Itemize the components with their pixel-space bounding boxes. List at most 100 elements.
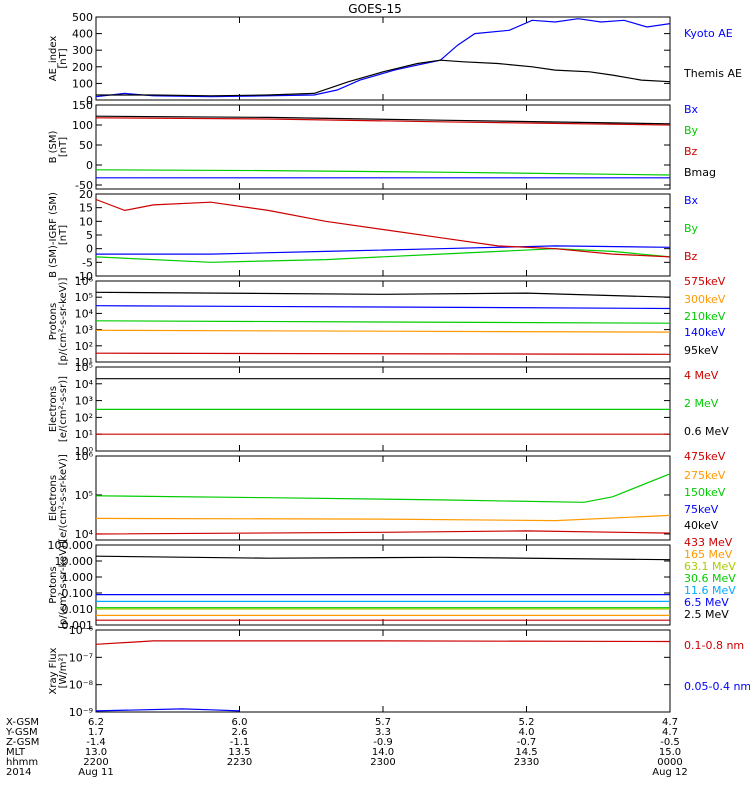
y-tick-label: 10¹	[75, 428, 93, 441]
ephemeris-row-label: hhmm	[6, 757, 38, 768]
series-line-575kev	[95, 352, 671, 355]
ephemeris-value: 6.2	[88, 717, 104, 728]
series-line-bz	[95, 117, 671, 126]
y-tick-label: 400	[72, 28, 93, 41]
legend-label: 40keV	[684, 519, 719, 532]
series-line-275kev	[95, 514, 671, 522]
series-line-210kev	[95, 320, 671, 324]
y-axis-label: Xray Flux	[48, 647, 59, 694]
y-tick-label: 200	[72, 61, 93, 74]
ephemeris-row-label: 2014	[6, 767, 31, 778]
y-tick-label: 1.000	[62, 571, 94, 584]
ephemeris-value: 2230	[227, 757, 252, 768]
chart-title: GOES-15	[348, 2, 402, 16]
y-tick-label: 10⁵	[75, 361, 93, 374]
y-axis-label: [e/(cm²-s-sr)]	[58, 376, 69, 442]
y-tick-label: 50	[79, 139, 93, 152]
legend-label: 75keV	[684, 503, 719, 516]
y-tick-label: 10³	[75, 395, 93, 408]
legend-label: 95keV	[684, 344, 719, 357]
ephemeris-value: -1.4	[86, 737, 106, 748]
y-axis-label: B (SM)	[48, 130, 59, 163]
y-tick-label: 5	[86, 229, 93, 242]
ephemeris-value: 3.3	[375, 727, 391, 738]
legend-label: Bz	[684, 145, 698, 158]
y-axis-label: B (SM)-IGRF (SM)	[48, 192, 59, 278]
series-line-0-05-0-4-nm	[95, 708, 240, 712]
series-line-140kev	[95, 305, 671, 310]
panel-frame-8	[95, 629, 671, 713]
panel-frame-6	[95, 455, 671, 541]
y-tick-label: -10	[75, 270, 93, 283]
ephemeris-value: -1.1	[230, 737, 250, 748]
y-tick-label: 10¹	[75, 356, 93, 369]
y-axis-label: AE_index	[48, 36, 59, 82]
legend-label: By	[684, 222, 699, 235]
legend-label: 30.6 MeV	[684, 572, 736, 585]
legend-label: 140keV	[684, 326, 726, 339]
y-tick-label: 15	[79, 202, 93, 215]
ephemeris-value: 4.7	[662, 717, 678, 728]
ephemeris-value: 14.0	[372, 747, 394, 758]
legend-label: 63.1 MeV	[684, 560, 736, 573]
y-axis-label: Protons	[48, 303, 59, 340]
y-tick-label: 0.001	[62, 619, 94, 632]
ephemeris-value: 14.5	[515, 747, 537, 758]
y-tick-label: 0.010	[62, 603, 94, 616]
y-tick-label: 0	[86, 243, 93, 256]
panel-frame-3	[95, 193, 671, 277]
ephemeris-value: 4.0	[519, 727, 535, 738]
series-line-95kev	[95, 291, 671, 298]
legend-label: 4 MeV	[684, 369, 719, 382]
y-axis-label: [p/(cm²-s-sr-keV)]	[58, 541, 69, 629]
ephemeris-value: 5.2	[519, 717, 535, 728]
ephemeris-row-label: Y-GSM	[5, 727, 38, 738]
y-tick-label: 10⁵	[75, 291, 93, 304]
y-tick-label: 10⁻⁶	[69, 624, 94, 637]
ephemeris-value: 1.7	[88, 727, 104, 738]
ephemeris-value: 2300	[370, 757, 395, 768]
series-line-300kev	[95, 329, 671, 333]
legend-label: Kyoto AE	[684, 27, 733, 40]
y-tick-label: 10.000	[55, 555, 94, 568]
ephemeris-value: -0.7	[517, 737, 537, 748]
y-axis-label: Electrons	[48, 475, 59, 521]
ephemeris-value: 2330	[514, 757, 539, 768]
y-axis-label: Protons	[48, 566, 59, 603]
y-axis-label: [e/(cm²-s-sr-keV)]	[58, 454, 69, 542]
legend-label: Bmag	[684, 166, 716, 179]
legend-label: 575keV	[684, 275, 726, 288]
y-tick-label: 10³	[75, 324, 93, 337]
legend-label: 0.6 MeV	[684, 425, 729, 438]
ephemeris-value: -0.9	[373, 737, 393, 748]
y-tick-label: 0	[86, 94, 93, 107]
y-tick-label: 10⁴	[75, 307, 94, 320]
y-tick-label: 500	[72, 11, 93, 24]
y-tick-label: 100	[72, 119, 93, 132]
y-tick-label: 10⁻⁸	[69, 679, 94, 692]
legend-label: 433 MeV	[684, 536, 733, 549]
y-tick-label: 150	[72, 99, 93, 112]
series-line-bx	[96, 245, 671, 255]
ephemeris-row-label: Z-GSM	[6, 737, 39, 748]
legend-label: 2.5 MeV	[684, 608, 729, 621]
y-tick-label: 0.100	[62, 587, 94, 600]
ephemeris-row-label: MLT	[6, 747, 26, 758]
ephemeris-value: 2.6	[232, 727, 248, 738]
legend-label: 165 MeV	[684, 548, 733, 561]
panel-frame-2	[95, 104, 671, 190]
legend-label: 6.5 MeV	[684, 596, 729, 609]
y-axis-label: [W/m²]	[58, 653, 69, 688]
y-axis-label: [nT]	[58, 137, 69, 157]
series-line-kyoto-ae	[95, 18, 671, 98]
y-axis-label: [p/(cm²-s-sr-keV)]	[58, 278, 69, 366]
y-tick-label: 10⁴	[75, 528, 94, 541]
y-tick-label: -5	[82, 256, 93, 269]
ephemeris-value: 13.0	[85, 747, 107, 758]
series-line-bz	[95, 198, 671, 258]
legend-label: 0.1-0.8 nm	[684, 639, 744, 652]
legend-label: 275keV	[684, 469, 726, 482]
ephemeris-value: -0.5	[660, 737, 680, 748]
legend-label: Bz	[684, 250, 698, 263]
